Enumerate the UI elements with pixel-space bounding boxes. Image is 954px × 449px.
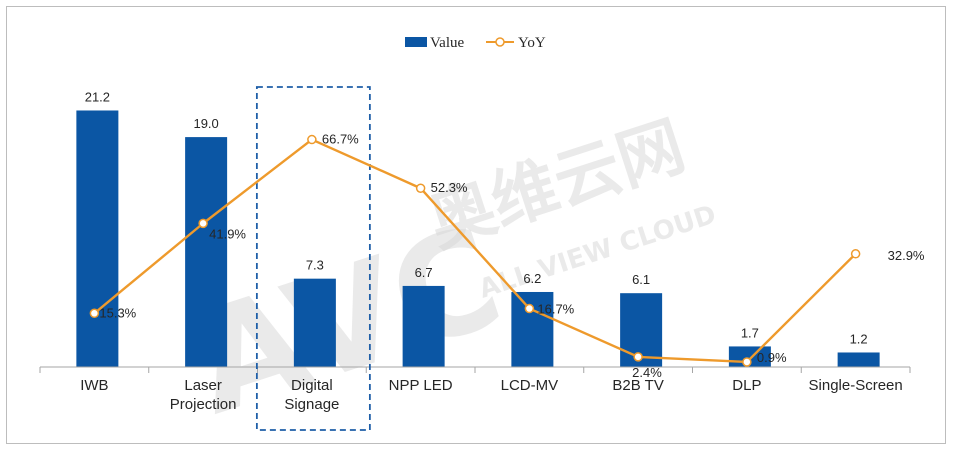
yoy-marker [633, 352, 643, 362]
yoy-marker [850, 249, 861, 259]
yoy-value-label: 2.4% [632, 365, 662, 380]
x-tick-label: B2B TV [612, 377, 663, 394]
x-tick-label: Digital Signage [284, 377, 339, 413]
bar-value-label: 19.0 [193, 116, 218, 131]
bar [511, 291, 554, 367]
yoy-value-label: 32.9% [888, 248, 925, 263]
legend: Value YoY [405, 35, 546, 51]
yoy-line [93, 138, 857, 364]
x-tick-label: Single-Screen [809, 377, 903, 394]
bar-value-label: 7.3 [306, 258, 324, 273]
x-tick-label: NPP LED [389, 377, 453, 394]
bar [76, 110, 119, 367]
bars-layer [76, 110, 880, 367]
bar-value-label: 21.2 [85, 89, 110, 104]
yoy-value-label: 66.7% [322, 132, 359, 147]
yoy-line-layer [89, 134, 861, 367]
bar-value-label: 1.2 [850, 331, 868, 346]
yoy-marker [415, 183, 426, 193]
bar-value-label: 6.7 [415, 265, 433, 280]
legend-value-swatch [405, 37, 427, 47]
x-tick-label: IWB [80, 377, 108, 394]
yoy-marker [307, 134, 317, 145]
bar [293, 278, 336, 367]
bar [185, 137, 228, 367]
bar-value-label: 6.2 [523, 271, 541, 286]
yoy-value-label: 16.7% [537, 302, 574, 317]
bar-value-label: 6.1 [632, 272, 650, 287]
labels-layer: 21.2 19.0 7.3 6.7 6.2 6.1 1.7 1.2 15.3% 41.9% 66.7… [85, 89, 925, 379]
yoy-value-label: 41.9% [209, 226, 246, 241]
x-tick-label: DLP [732, 377, 761, 394]
bar [837, 352, 880, 367]
yoy-value-label: 15.3% [99, 305, 136, 320]
yoy-marker [742, 357, 752, 367]
x-tick-label: Laser Projection [170, 377, 237, 413]
bar [402, 285, 445, 367]
bar-value-label: 1.7 [741, 325, 759, 340]
legend-yoy-label: YoY [518, 35, 546, 51]
yoy-marker [89, 308, 100, 319]
highlight-box [255, 86, 371, 431]
yoy-value-label: 52.3% [431, 180, 468, 195]
yoy-value-label: 0.9% [757, 350, 787, 365]
yoy-marker [198, 218, 208, 229]
x-axis: IWB Laser Projection Digital Signage NPP LED L… [39, 86, 911, 431]
x-tick-label: LCD-MV [501, 377, 559, 394]
chart-frame [6, 6, 946, 444]
legend-yoy-marker [495, 37, 505, 47]
yoy-marker [524, 303, 535, 314]
legend-value-label: Value [430, 35, 464, 51]
